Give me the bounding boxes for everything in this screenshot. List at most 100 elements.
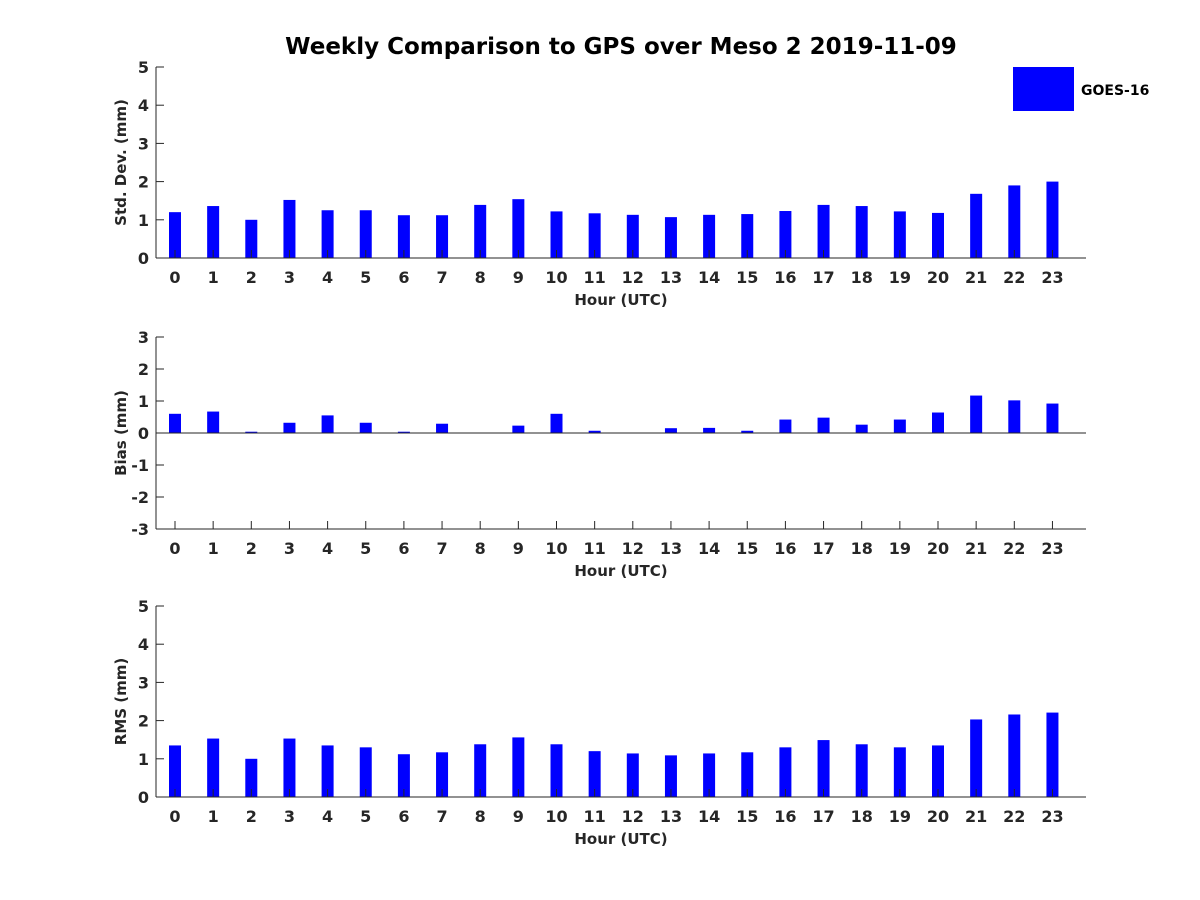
bar-hour-5 <box>359 422 372 433</box>
bar-hour-16 <box>779 211 792 258</box>
bar-hour-2 <box>245 219 258 258</box>
y-tick-label: -3 <box>131 520 149 539</box>
bar-hour-17 <box>817 417 830 433</box>
bar-hour-23 <box>1046 403 1059 433</box>
bar-hour-22 <box>1008 714 1021 797</box>
bar-hour-9 <box>512 737 525 797</box>
x-tick-label-hour-18: 18 <box>851 807 873 826</box>
bar-hour-18 <box>855 744 868 797</box>
x-tick-label-hour-0: 0 <box>169 268 180 287</box>
x-tick-label-hour-19: 19 <box>889 268 911 287</box>
bar-hour-15 <box>741 214 754 258</box>
x-tick-label-hour-15: 15 <box>736 807 758 826</box>
bar-hour-18 <box>855 424 868 433</box>
bar-hour-2 <box>245 431 258 433</box>
x-tick-label-hour-4: 4 <box>322 807 333 826</box>
bar-hour-5 <box>359 210 372 258</box>
y-tick-label: 2 <box>138 712 149 731</box>
bar-hour-20 <box>932 412 944 433</box>
bar-hour-18 <box>855 206 868 258</box>
x-tick-label-hour-11: 11 <box>584 539 606 558</box>
y-tick-label: 2 <box>138 360 149 379</box>
x-axis-label: Hour (UTC) <box>574 291 667 309</box>
x-tick-label-hour-13: 13 <box>660 539 682 558</box>
x-tick-label-hour-1: 1 <box>208 807 219 826</box>
x-tick-label-hour-13: 13 <box>660 807 682 826</box>
x-tick-label-hour-22: 22 <box>1003 539 1025 558</box>
bar-hour-11 <box>588 751 601 797</box>
chart-title: Weekly Comparison to GPS over Meso 2 201… <box>285 34 957 60</box>
x-tick-label-hour-14: 14 <box>698 807 720 826</box>
bar-hour-9 <box>512 425 525 433</box>
bar-hour-13 <box>664 217 677 258</box>
y-axis-label: Bias (mm) <box>112 390 130 476</box>
x-tick-label-hour-21: 21 <box>965 539 987 558</box>
x-tick-label-hour-22: 22 <box>1003 807 1025 826</box>
bar-hour-4 <box>321 745 334 797</box>
bar-hour-20 <box>932 745 944 797</box>
bar-hour-15 <box>741 430 754 433</box>
legend-label-goes-16: GOES-16 <box>1081 83 1149 99</box>
bar-hour-6 <box>397 754 410 797</box>
bar-hour-3 <box>283 738 296 797</box>
bar-hour-10 <box>550 744 563 797</box>
bar-hour-22 <box>1008 185 1021 258</box>
bar-hour-1 <box>207 738 220 797</box>
bar-hour-19 <box>893 211 906 258</box>
bar-hour-7 <box>436 215 449 258</box>
legend: GOES-16 <box>1013 67 1149 111</box>
y-tick-label: 0 <box>138 249 149 268</box>
x-tick-label-hour-17: 17 <box>812 539 834 558</box>
x-tick-label-hour-6: 6 <box>398 807 409 826</box>
bar-hour-8 <box>474 744 487 797</box>
bar-hour-14 <box>703 427 716 433</box>
x-tick-label-hour-8: 8 <box>475 539 486 558</box>
y-tick-label: 1 <box>138 211 149 230</box>
y-tick-label: 5 <box>138 58 149 77</box>
bar-hour-10 <box>550 211 563 258</box>
y-axis-label: Std. Dev. (mm) <box>112 99 130 226</box>
bar-hour-1 <box>207 206 220 258</box>
x-tick-label-hour-20: 20 <box>927 807 949 826</box>
x-tick-label-hour-1: 1 <box>208 539 219 558</box>
x-tick-label-hour-21: 21 <box>965 807 987 826</box>
bar-hour-2 <box>245 758 258 797</box>
y-tick-label: 1 <box>138 750 149 769</box>
x-tick-label-hour-0: 0 <box>169 539 180 558</box>
bar-hour-16 <box>779 419 792 433</box>
x-tick-label-hour-11: 11 <box>584 268 606 287</box>
bar-hour-5 <box>359 747 372 797</box>
x-tick-label-hour-9: 9 <box>513 268 524 287</box>
bar-hour-17 <box>817 204 830 258</box>
x-tick-label-hour-4: 4 <box>322 539 333 558</box>
bar-hour-19 <box>893 419 906 433</box>
bar-hour-12 <box>626 753 639 797</box>
bar-hour-11 <box>588 430 601 433</box>
bar-hour-3 <box>283 422 296 433</box>
y-tick-label: 0 <box>138 424 149 443</box>
x-tick-label-hour-5: 5 <box>360 268 371 287</box>
x-tick-label-hour-7: 7 <box>436 539 447 558</box>
x-tick-label-hour-12: 12 <box>622 268 644 287</box>
x-tick-label-hour-14: 14 <box>698 268 720 287</box>
bar-hour-21 <box>970 395 983 433</box>
x-tick-label-hour-23: 23 <box>1041 268 1063 287</box>
bar-hour-7 <box>436 423 449 433</box>
x-tick-label-hour-7: 7 <box>436 807 447 826</box>
x-tick-label-hour-20: 20 <box>927 268 949 287</box>
y-tick-label: 1 <box>138 392 149 411</box>
x-tick-label-hour-16: 16 <box>774 268 796 287</box>
y-tick-label: 4 <box>138 635 149 654</box>
bar-hour-12 <box>626 214 639 258</box>
x-tick-label-hour-17: 17 <box>812 807 834 826</box>
x-tick-label-hour-10: 10 <box>545 539 567 558</box>
x-tick-label-hour-20: 20 <box>927 539 949 558</box>
x-tick-label-hour-15: 15 <box>736 539 758 558</box>
y-tick-label: -2 <box>131 488 149 507</box>
x-tick-label-hour-23: 23 <box>1041 539 1063 558</box>
y-axis-label: RMS (mm) <box>112 658 130 745</box>
x-tick-label-hour-13: 13 <box>660 268 682 287</box>
bar-hour-3 <box>283 199 296 258</box>
